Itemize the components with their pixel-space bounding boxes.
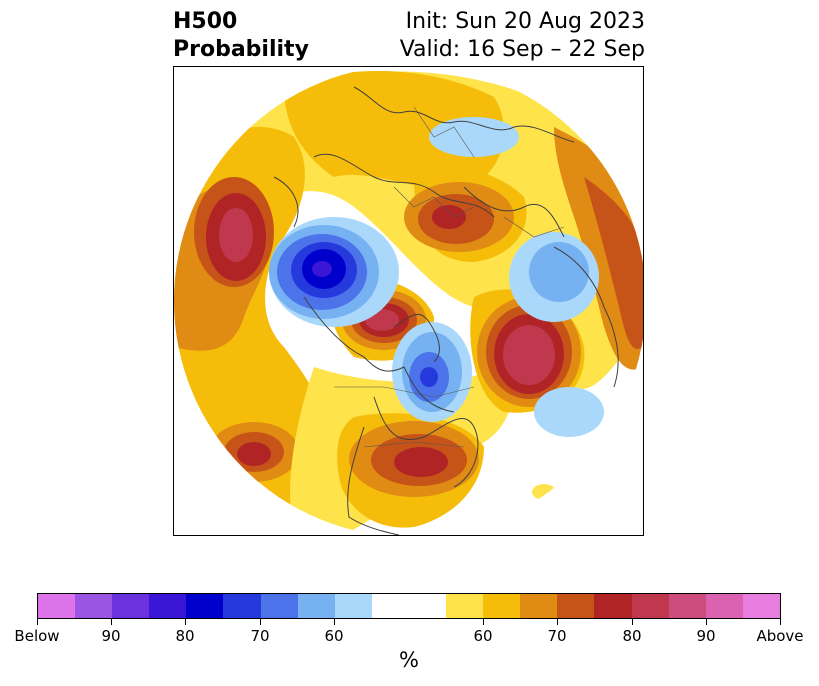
colorbar-tick bbox=[111, 619, 112, 625]
colorbar-tick bbox=[185, 619, 186, 625]
colorbar-swatch bbox=[594, 594, 632, 618]
colorbar-tick-label: 80 bbox=[175, 627, 195, 645]
colorbar-swatch bbox=[223, 594, 261, 618]
colorbar-swatch bbox=[75, 594, 113, 618]
colorbar-tick bbox=[780, 619, 781, 625]
colorbar-tick bbox=[632, 619, 633, 625]
colorbar-swatch bbox=[38, 594, 76, 618]
map-canvas bbox=[174, 67, 643, 535]
colorbar-swatch bbox=[297, 594, 335, 618]
colorbar-swatch bbox=[334, 594, 372, 618]
colorbar-tick-label: 70 bbox=[547, 627, 567, 645]
colorbar-swatch bbox=[742, 594, 780, 618]
title-left: H500 Probability bbox=[173, 8, 309, 64]
colorbar-swatch bbox=[186, 594, 224, 618]
colorbar-tick-label: Below bbox=[14, 627, 60, 645]
colorbar-tick bbox=[483, 619, 484, 625]
title-quantity: Probability bbox=[173, 37, 309, 62]
units-label: % bbox=[399, 648, 419, 672]
colorbar-tick-label: 60 bbox=[324, 627, 344, 645]
colorbar-tick bbox=[557, 619, 558, 625]
colorbar-swatch bbox=[557, 594, 595, 618]
colorbar-swatch bbox=[371, 594, 409, 618]
borders bbox=[334, 106, 565, 448]
colorbar-swatch bbox=[260, 594, 298, 618]
colorbar-swatch bbox=[408, 594, 447, 618]
init-date: Init: Sun 20 Aug 2023 bbox=[405, 9, 645, 34]
probability-field bbox=[174, 70, 643, 535]
colorbar-swatch bbox=[112, 594, 150, 618]
colorbar-swatch bbox=[483, 594, 521, 618]
colorbar-tick bbox=[37, 619, 38, 625]
colorbar-tick-label: 60 bbox=[473, 627, 493, 645]
colorbar-swatch bbox=[520, 594, 558, 618]
colorbar-tick-label: 90 bbox=[101, 627, 121, 645]
valid-range: Valid: 16 Sep – 22 Sep bbox=[399, 37, 645, 62]
colorbar-swatch bbox=[631, 594, 669, 618]
colorbar-swatch bbox=[705, 594, 743, 618]
colorbar-swatch bbox=[668, 594, 706, 618]
coastlines bbox=[273, 86, 635, 535]
colorbar-swatch bbox=[446, 594, 484, 618]
colorbar bbox=[37, 593, 781, 619]
colorbar-tick-label: 70 bbox=[250, 627, 270, 645]
colorbar-tick bbox=[334, 619, 335, 625]
colorbar-tick bbox=[706, 619, 707, 625]
polar-map bbox=[173, 66, 644, 536]
colorbar-tick bbox=[260, 619, 261, 625]
colorbar-tick-label: Above bbox=[756, 627, 804, 645]
title-variable: H500 bbox=[173, 9, 238, 34]
title-right: Init: Sun 20 Aug 2023 Valid: 16 Sep – 22… bbox=[400, 8, 645, 64]
colorbar-swatch bbox=[149, 594, 187, 618]
colorbar-tick-label: 90 bbox=[696, 627, 716, 645]
colorbar-tick-label: 80 bbox=[622, 627, 642, 645]
